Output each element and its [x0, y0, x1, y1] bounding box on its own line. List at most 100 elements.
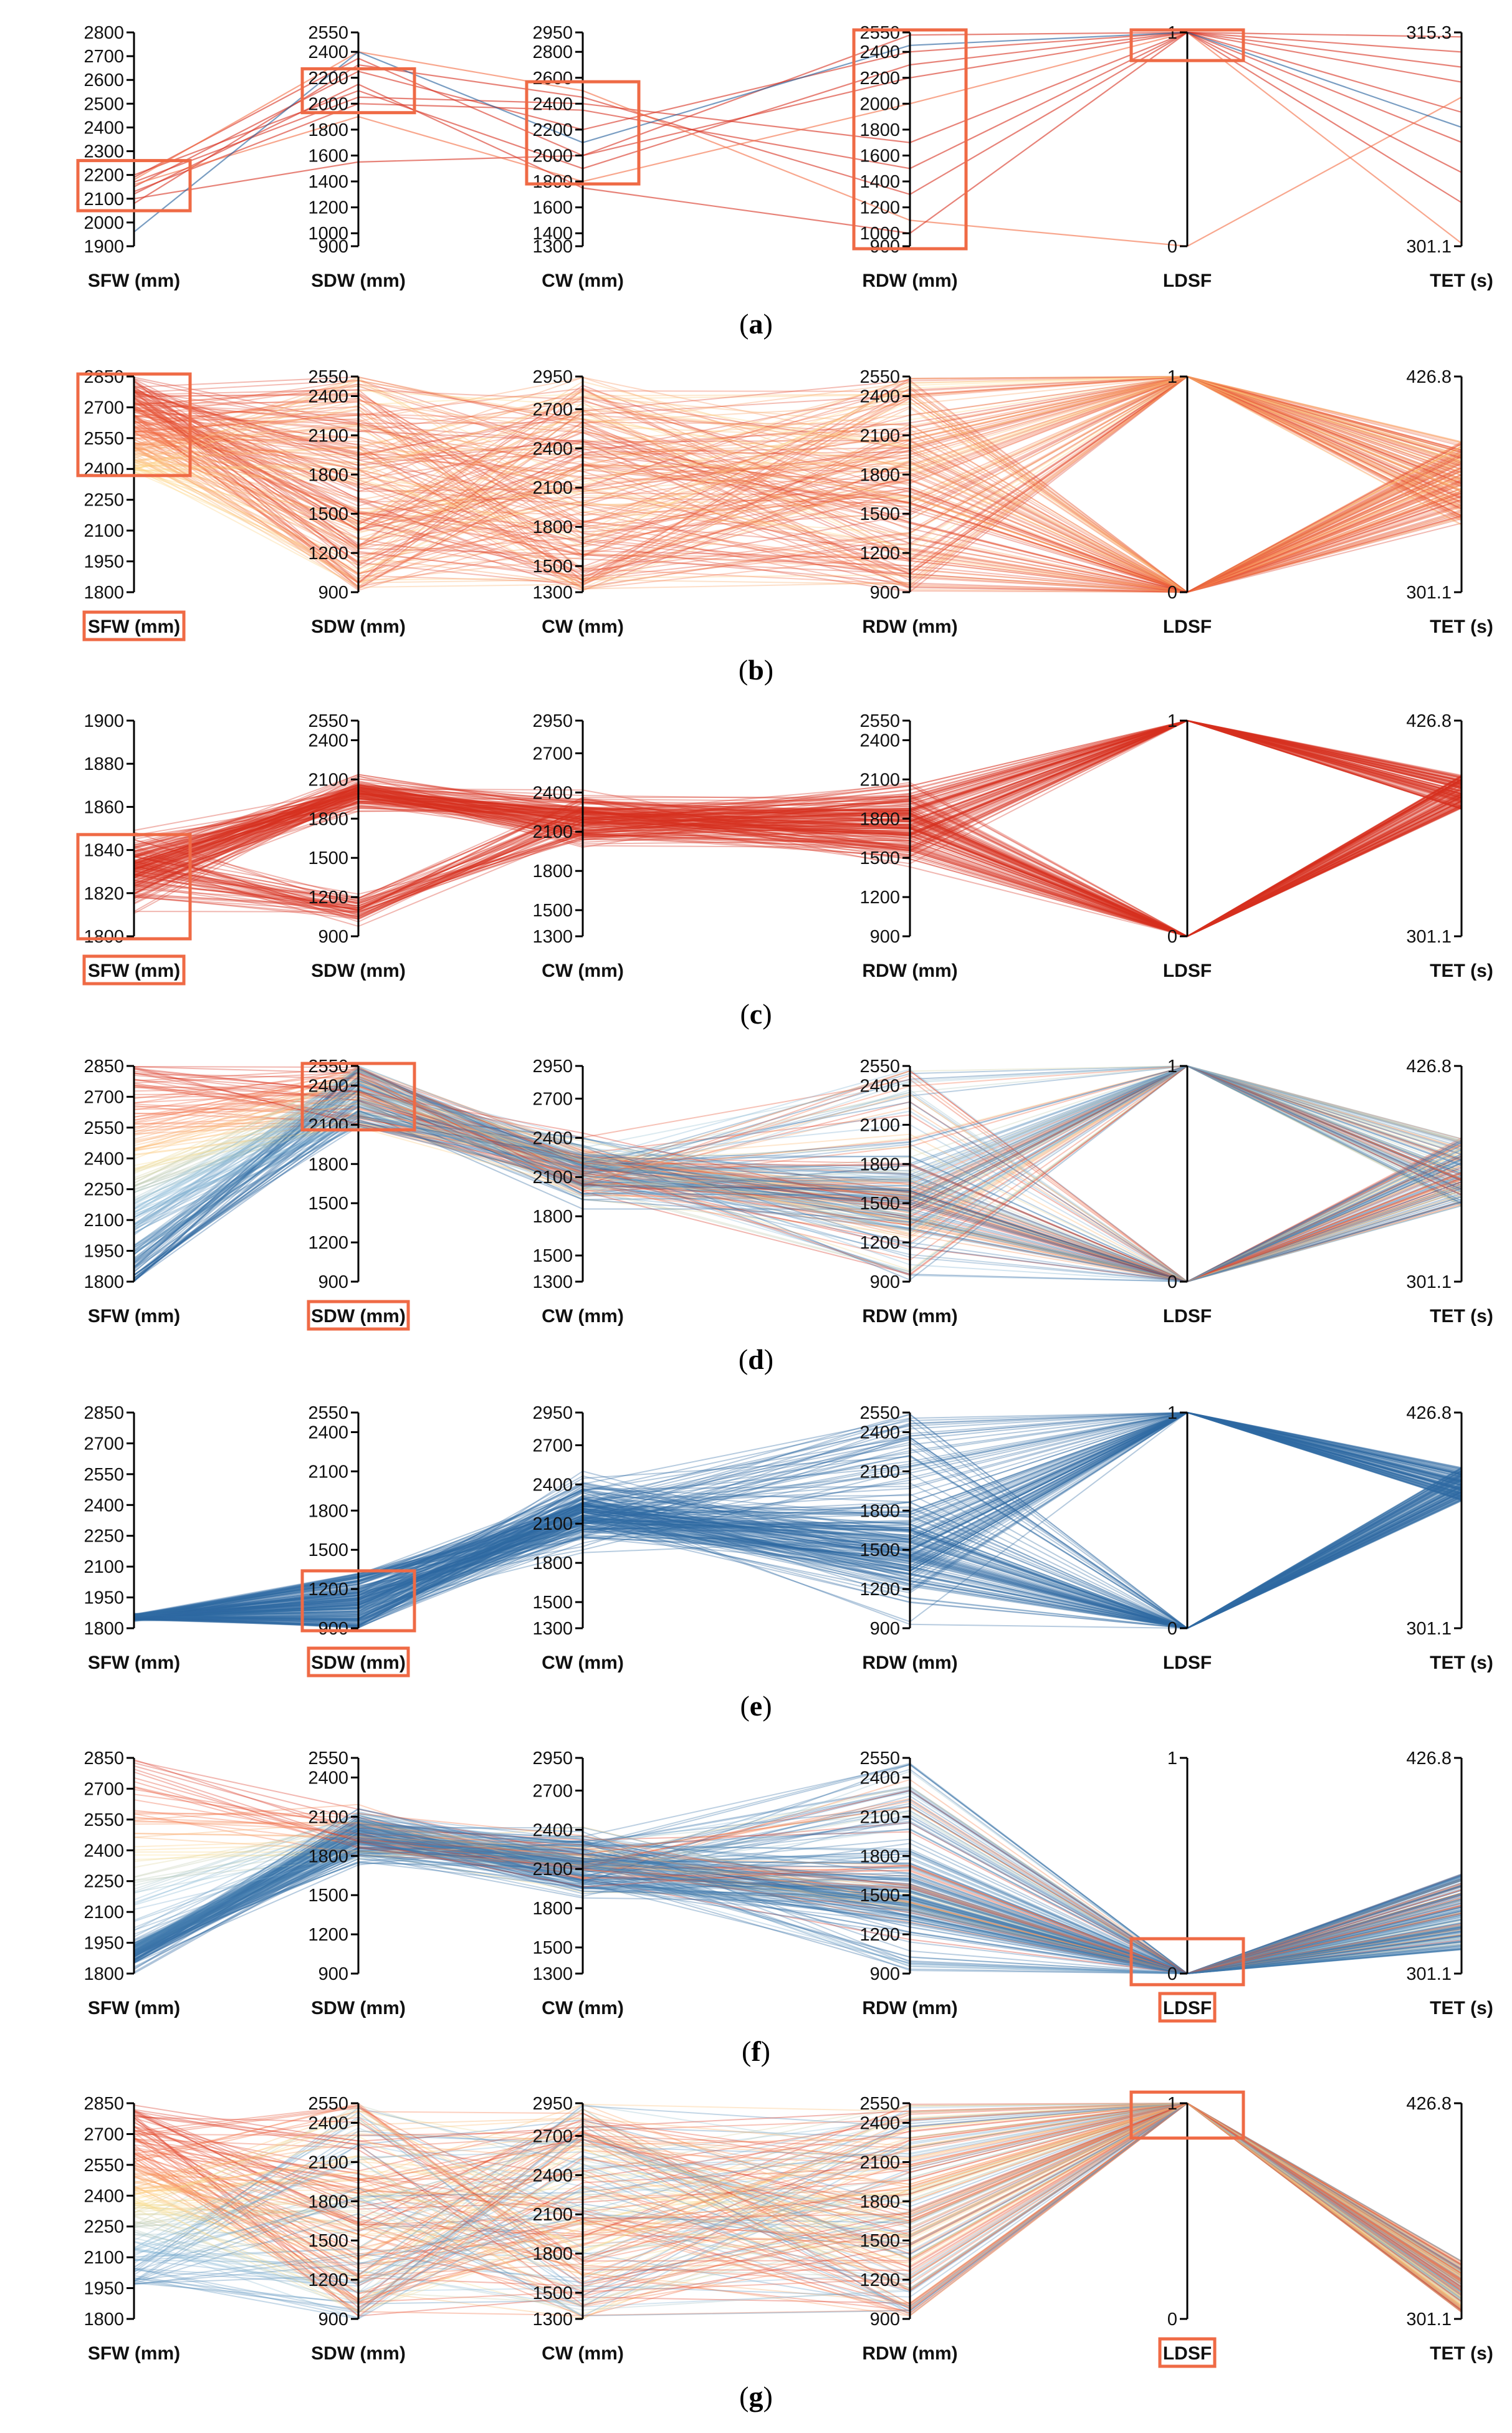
- data-line: [133, 1832, 1462, 1975]
- data-line: [133, 1787, 1462, 1975]
- data-line: [133, 803, 1462, 938]
- data-line: [133, 396, 1462, 593]
- axis-label: RDW (mm): [862, 271, 957, 291]
- data-line: [133, 1482, 1462, 1629]
- data-line: [133, 1836, 1462, 1975]
- tick-label: 2250: [84, 1180, 124, 1200]
- data-line: [133, 1065, 1462, 1207]
- data-line: [133, 413, 1462, 593]
- data-line: [133, 1065, 1462, 1260]
- data-line: [133, 1489, 1462, 1629]
- data-line: [133, 1411, 1462, 1615]
- data-lines: [133, 1759, 1462, 1975]
- data-line: [133, 1478, 1462, 1629]
- data-line: [133, 1087, 1462, 1283]
- data-line: [133, 802, 1462, 938]
- tick-label: 1500: [859, 504, 900, 524]
- data-line: [133, 1125, 1462, 1283]
- data-line: [133, 388, 1462, 593]
- data-line: [133, 800, 1462, 938]
- data-line: [133, 719, 1462, 844]
- selected-axis-frame: [307, 1646, 410, 1677]
- data-line: [133, 1098, 1462, 1283]
- data-line: [133, 719, 1462, 895]
- tick-label: 2550: [84, 1810, 124, 1830]
- data-line: [133, 719, 1462, 865]
- tick-label: 2950: [532, 711, 573, 731]
- data-line: [133, 1121, 1462, 1283]
- data-line: [133, 789, 1462, 938]
- axis-label: LDSF: [1163, 1998, 1212, 2018]
- data-line: [133, 1065, 1462, 1213]
- tick-label: 2950: [532, 367, 573, 387]
- data-line: [133, 1065, 1462, 1219]
- data-line: [133, 1411, 1462, 1616]
- tick-label: 2950: [532, 1057, 573, 1077]
- tick-label: 1500: [532, 1593, 573, 1613]
- tick-label: 1500: [308, 848, 348, 868]
- data-line: [133, 1089, 1462, 1283]
- data-line: [133, 1456, 1462, 1629]
- data-line: [133, 1411, 1462, 1625]
- data-line: [133, 1065, 1462, 1181]
- data-line: [133, 1841, 1462, 1975]
- axis-label: LDSF: [1163, 617, 1212, 637]
- data-line: [133, 1411, 1462, 1621]
- data-line: [133, 1851, 1462, 1975]
- data-line: [133, 1484, 1462, 1629]
- data-line: [133, 1441, 1462, 1629]
- data-line: [133, 375, 1462, 591]
- data-line: [133, 423, 1462, 593]
- tick-label: 0: [1167, 583, 1177, 603]
- tick-label: 2400: [532, 1475, 573, 1495]
- tick-label: 1: [1167, 2094, 1177, 2114]
- data-line: [133, 380, 1462, 593]
- data-line: [133, 1841, 1462, 1975]
- data-line: [133, 1065, 1462, 1279]
- data-line: [133, 430, 1462, 593]
- data-line: [133, 375, 1462, 509]
- data-line: [133, 719, 1462, 837]
- data-line: [133, 378, 1462, 593]
- data-line: [133, 1468, 1462, 1629]
- tick-label: 2850: [84, 367, 124, 387]
- data-line: [133, 1093, 1462, 1283]
- data-line: [133, 795, 1462, 938]
- data-line: [133, 792, 1462, 938]
- axis-label: CW (mm): [542, 1306, 624, 1327]
- data-line: [133, 719, 1462, 886]
- data-line: [133, 1495, 1462, 1629]
- data-line: [133, 1065, 1462, 1226]
- data-line: [133, 407, 1462, 593]
- data-line: [133, 719, 1462, 873]
- data-line: [133, 375, 1462, 550]
- data-line: [133, 1065, 1462, 1261]
- data-line: [133, 719, 1462, 865]
- data-line: [133, 1126, 1462, 1283]
- data-line: [133, 779, 1462, 938]
- data-line: [133, 719, 1462, 916]
- data-line: [133, 719, 1462, 862]
- data-line: [133, 1101, 1462, 1283]
- axis-tet: 426.8 301.1 TET (s): [1406, 2094, 1493, 2364]
- data-line: [133, 396, 1462, 593]
- data-line: [133, 390, 1462, 593]
- tick-label: 900: [870, 583, 900, 603]
- data-line: [133, 375, 1462, 567]
- tick-label: 2200: [532, 120, 573, 140]
- tick-label: 0: [1167, 1619, 1177, 1639]
- data-line: [133, 1065, 1462, 1255]
- tick-label: 2100: [532, 822, 573, 842]
- data-line: [133, 430, 1462, 593]
- data-line: [133, 375, 1462, 549]
- tick-label: 1500: [859, 1194, 900, 1214]
- data-line: [133, 1411, 1462, 1618]
- data-line: [133, 1065, 1462, 1223]
- data-line: [133, 794, 1462, 938]
- data-line: [133, 1411, 1462, 1621]
- data-line: [133, 1078, 1462, 1283]
- data-line: [133, 378, 1462, 593]
- data-line: [133, 1411, 1462, 1615]
